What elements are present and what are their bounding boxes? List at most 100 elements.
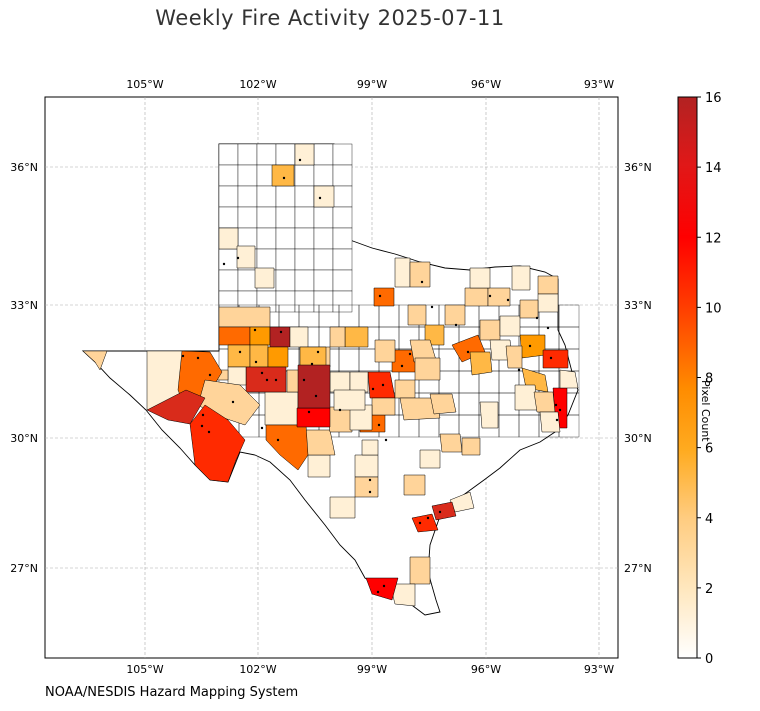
county-shaded: [329, 326, 346, 348]
lon-tick-label: 96°W: [471, 663, 501, 676]
county-shaded: [429, 393, 457, 415]
fire-detection-point: [377, 423, 381, 427]
county: [218, 164, 239, 187]
county-shaded: [559, 369, 579, 389]
county: [332, 206, 353, 229]
county-shaded: [479, 401, 499, 429]
colorbar-tick-label: 0: [705, 652, 713, 667]
county: [313, 248, 334, 271]
county-shaded: [344, 326, 369, 348]
fire-detection-point: [260, 426, 264, 430]
county-shaded: [514, 384, 539, 411]
county: [275, 143, 296, 166]
county: [294, 290, 315, 313]
county-shaded: [82, 350, 108, 371]
county-shaded: [218, 227, 239, 250]
fire-detection-point: [554, 403, 558, 407]
county: [275, 248, 296, 271]
fire-detection-point: [208, 373, 212, 377]
map-title: Weekly Fire Activity 2025-07-11: [155, 6, 505, 30]
county: [256, 206, 277, 229]
county-shaded: [236, 245, 256, 269]
fire-detection-point: [310, 362, 314, 366]
county-shaded: [296, 407, 331, 428]
county: [332, 290, 353, 313]
county-shaded: [307, 454, 331, 478]
county-shaded: [394, 379, 416, 399]
county: [332, 248, 353, 271]
fire-detection-point: [253, 328, 257, 332]
lat-tick-label: 30°N: [624, 432, 652, 445]
fire-detection-point: [371, 387, 375, 391]
lon-tick-label: 93°W: [584, 78, 614, 91]
county: [294, 185, 315, 208]
county-shaded: [189, 404, 246, 483]
colorbar: [677, 96, 698, 659]
county-shaded: [419, 449, 441, 469]
county: [332, 164, 353, 187]
county-shaded: [254, 267, 275, 289]
county-shaded: [461, 437, 481, 456]
fire-detection-point: [400, 364, 404, 368]
fire-detection-point: [528, 344, 532, 348]
fire-detection-point: [318, 196, 322, 200]
lat-tick-label: 33°N: [10, 299, 38, 312]
fire-detection-point: [546, 326, 550, 330]
lon-tick-label: 96°W: [471, 78, 501, 91]
fire-detection-point: [426, 516, 430, 520]
lat-tick-label: 27°N: [10, 562, 38, 575]
county-shaded: [218, 326, 251, 346]
fire-detection-point: [384, 438, 388, 442]
county: [275, 185, 296, 208]
colorbar-tick-label: 4: [705, 512, 713, 527]
county: [313, 206, 334, 229]
texas-map: [81, 143, 580, 616]
lon-tick-label: 105°W: [126, 663, 163, 676]
fire-detection-point: [368, 490, 372, 494]
county: [256, 227, 277, 250]
fire-detection-point: [338, 408, 342, 412]
fire-detection-point: [488, 294, 492, 298]
fire-detection-point: [196, 356, 200, 360]
colorbar-tick-label: 6: [705, 442, 713, 457]
county: [294, 206, 315, 229]
colorbar-tick-label: 10: [705, 301, 722, 316]
county-shaded: [365, 577, 399, 601]
county-shaded: [289, 326, 309, 348]
county-shaded: [394, 257, 411, 288]
county-shaded: [313, 185, 335, 208]
county-shaded: [367, 371, 396, 399]
county-shaded: [403, 474, 426, 496]
county: [218, 269, 239, 292]
lon-tick-label: 102°W: [239, 663, 276, 676]
county-shaded: [414, 357, 441, 381]
county-shaded: [431, 501, 457, 521]
county-shaded: [249, 344, 269, 368]
colorbar-tick-label: 2: [705, 582, 713, 597]
county-shaded: [444, 304, 466, 326]
county-shaded: [269, 326, 291, 348]
lon-tick-label: 93°W: [584, 663, 614, 676]
fire-detection-point: [316, 350, 320, 354]
fire-detection-point: [454, 323, 458, 327]
fire-detection-point: [231, 400, 235, 404]
fire-detection-point: [438, 510, 442, 514]
county: [256, 248, 277, 271]
fire-detection-point: [558, 408, 562, 412]
county-shaded: [542, 349, 569, 369]
county-shaded: [305, 429, 336, 456]
county-shaded: [409, 261, 431, 288]
fire-detection-point: [378, 294, 382, 298]
county: [332, 185, 353, 208]
county-shaded: [539, 411, 561, 433]
county-shaded: [361, 439, 379, 456]
fire-detection-point: [260, 371, 264, 375]
county: [218, 143, 239, 166]
fire-detection-point: [254, 360, 258, 364]
county-shaded: [227, 366, 247, 386]
fire-detection-point: [420, 280, 424, 284]
county-shaded: [511, 265, 531, 291]
fire-detection-point: [200, 424, 204, 428]
county: [294, 164, 315, 187]
